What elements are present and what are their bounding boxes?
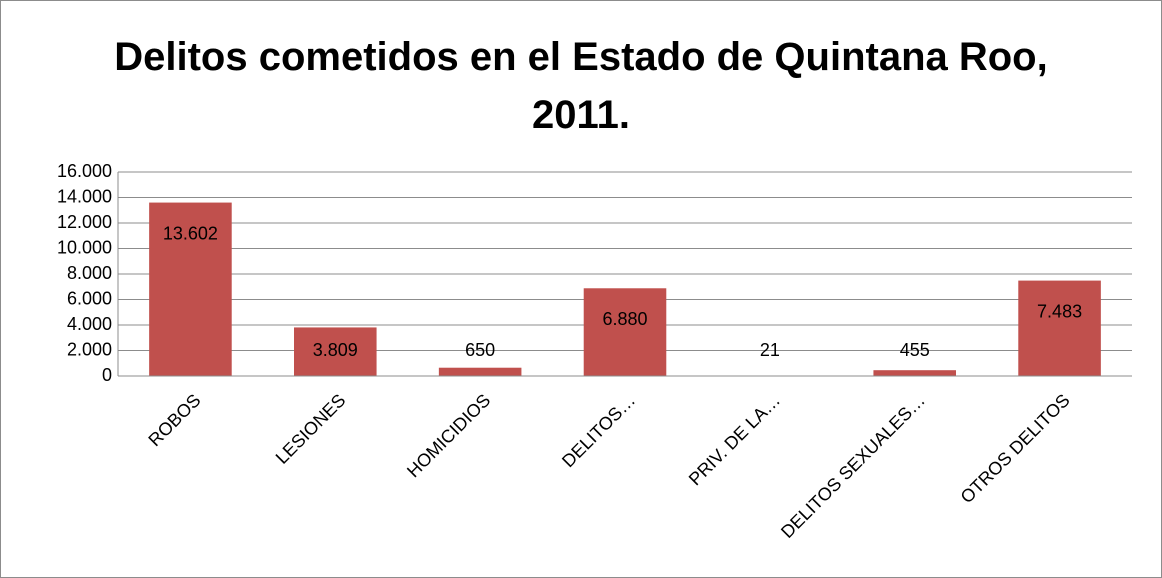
y-tick-label: 4.000 [67, 314, 112, 334]
y-tick-label: 12.000 [57, 212, 112, 232]
value-label: 6.880 [602, 309, 647, 329]
value-label: 13.602 [163, 223, 218, 243]
bar [438, 367, 522, 376]
y-tick-label: 14.000 [57, 186, 112, 206]
value-label: 21 [760, 340, 780, 360]
y-tick-label: 6.000 [67, 288, 112, 308]
value-label: 3.809 [313, 340, 358, 360]
y-tick-label: 10.000 [57, 237, 112, 257]
y-tick-label: 0 [102, 365, 112, 385]
bar [583, 288, 667, 376]
value-label: 650 [465, 340, 495, 360]
y-tick-label: 8.000 [67, 263, 112, 283]
y-tick-label: 16.000 [57, 161, 112, 181]
bar [294, 327, 377, 376]
bar [873, 370, 956, 376]
bar [1018, 280, 1101, 376]
y-tick-label: 2.000 [67, 339, 112, 359]
value-label: 455 [900, 340, 930, 360]
bar [149, 202, 232, 376]
value-label: 7.483 [1037, 301, 1082, 321]
chart-title: Delitos cometidos en el Estado de Quinta… [114, 35, 1048, 137]
